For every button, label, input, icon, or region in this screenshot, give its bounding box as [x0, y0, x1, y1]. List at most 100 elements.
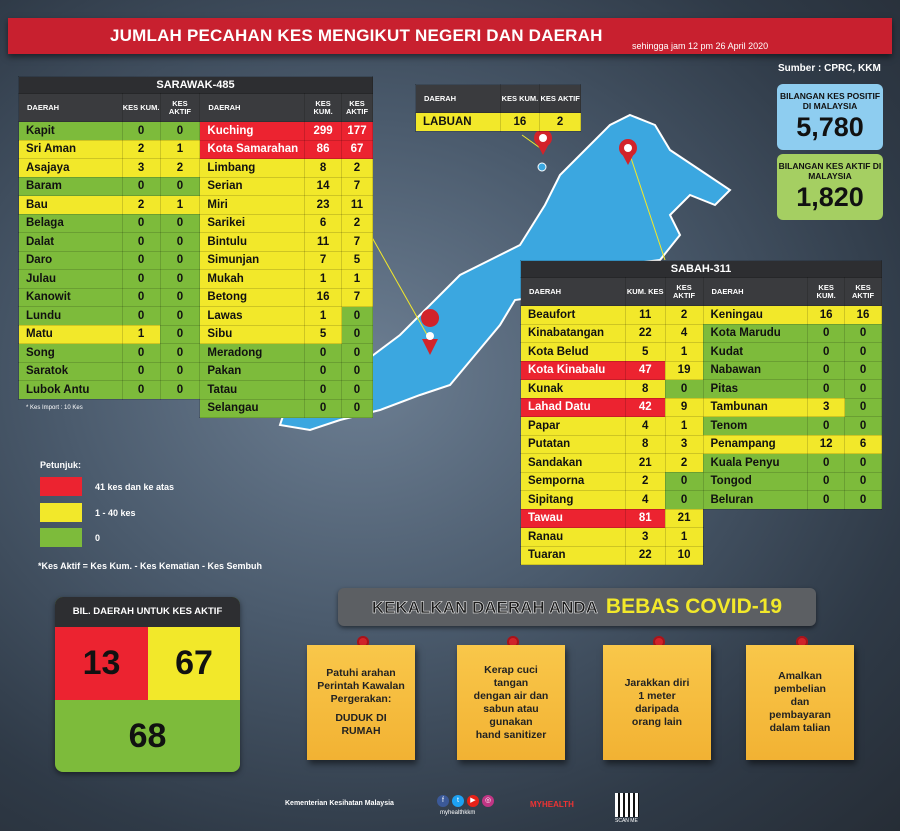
facebook-icon[interactable]: f	[437, 795, 449, 807]
cumulative-cases: 42	[624, 397, 666, 417]
active-cases: 0	[159, 287, 201, 307]
table-row: Putatan 8 3 Penampang 12 6	[520, 434, 882, 454]
legend-label-yellow: 1 - 40 kes	[95, 508, 136, 518]
tip-note: Kerap cuci tangan dengan air dan sabun atau…	[457, 645, 565, 760]
district-name: Papar	[520, 416, 626, 436]
active-cases: 1	[664, 342, 704, 362]
cumulative-cases: 0	[121, 380, 161, 400]
tip-line: Perintah Kawalan	[317, 680, 405, 692]
active-cases: 3	[664, 434, 704, 454]
cumulative-cases: 0	[807, 416, 846, 436]
column-header: KES AKTIF	[341, 93, 373, 122]
cumulative-cases: 0	[121, 213, 161, 233]
active-cases: 0	[159, 306, 201, 326]
cumulative-cases: 0	[121, 306, 161, 326]
twitter-icon[interactable]: t	[452, 795, 464, 807]
district-name: Belaga	[18, 213, 123, 233]
table-row: Lundu 0 0 Lawas 1 0	[18, 306, 373, 326]
table-row: Ranau 3 1	[520, 527, 882, 547]
table-row: Sri Aman 2 1 Kota Samarahan 86 67	[18, 139, 373, 159]
district-name: Kuala Penyu	[702, 453, 809, 473]
cumulative-cases: 0	[807, 342, 846, 362]
cumulative-cases: 11	[304, 232, 343, 252]
district-name: Miri	[199, 195, 306, 215]
table-row: Song 0 0 Meradong 0 0	[18, 343, 373, 363]
district-name: Ranau	[520, 527, 626, 547]
cumulative-cases: 8	[624, 434, 666, 454]
slogan-part1: KEKALKAN DAERAH ANDA	[371, 598, 599, 618]
title-banner	[8, 18, 892, 54]
youtube-icon[interactable]: ▶	[467, 795, 479, 807]
cumulative-cases: 0	[121, 343, 161, 363]
active-cases: 2	[664, 305, 704, 325]
tip-line: Amalkan	[778, 670, 822, 682]
cumulative-cases: 1	[304, 306, 343, 326]
district-name: Betong	[199, 287, 306, 307]
cumulative-cases: 2	[121, 139, 161, 159]
cumulative-cases: 5	[304, 324, 343, 344]
cumulative-cases: 21	[624, 453, 666, 473]
active-cases: 0	[159, 361, 201, 381]
column-header: DAERAH	[520, 277, 626, 306]
district-name: Kota Marudu	[702, 323, 809, 343]
qr-code[interactable]	[615, 793, 639, 817]
district-name: Lahad Datu	[520, 397, 626, 417]
labuan-island	[537, 162, 547, 172]
cumulative-cases: 23	[304, 195, 343, 215]
table-row: Sandakan 21 2 Kuala Penyu 0 0	[520, 453, 882, 473]
tip-line: Patuhi arahan	[326, 667, 396, 679]
district-name: Limbang	[199, 158, 306, 178]
cumulative-cases: 11	[624, 305, 666, 325]
myhealth-logo: MYHEALTH	[530, 800, 574, 809]
cumulative-cases: 2	[121, 195, 161, 215]
tip-line: Kerap cuci	[484, 663, 538, 676]
district-name: Daro	[18, 250, 123, 270]
active-cases: 0	[159, 269, 201, 289]
cumulative-cases: 0	[121, 287, 161, 307]
active-cases: 0	[159, 380, 201, 400]
table-row: Bau 2 1 Miri 23 11	[18, 195, 373, 215]
legend-swatch-red	[40, 477, 82, 496]
table-row: Kota Kinabalu 47 19 Nabawan 0 0	[520, 360, 882, 380]
cumulative-cases: 7	[304, 250, 343, 270]
legend-label-red: 41 kes dan ke atas	[95, 482, 175, 492]
district-count-red: 13	[55, 627, 148, 700]
active-cases-box: BILANGAN KES AKTIF DI MALAYSIA 1,820	[777, 154, 883, 220]
instagram-icon[interactable]: ◎	[482, 795, 494, 807]
table-row: Kanowit 0 0 Betong 16 7	[18, 287, 373, 307]
sarawak-table: SARAWAK-485 DAERAH KES KUM. KES AKTIF DAERAH…	[18, 76, 373, 418]
active-cases: 1	[159, 139, 201, 159]
district-name: Lundu	[18, 306, 123, 326]
active-cases: 0	[844, 416, 882, 436]
table-row: Asajaya 3 2 Limbang 8 2	[18, 158, 373, 178]
cumulative-cases: 8	[624, 379, 666, 399]
tip-note: Jarakkan diri 1 meter daripada orang lain	[603, 645, 711, 760]
cumulative-cases: 22	[624, 323, 666, 343]
cumulative-cases: 4	[624, 490, 666, 510]
district-name: Saratok	[18, 361, 123, 381]
cumulative-cases: 0	[807, 360, 846, 380]
cumulative-cases: 3	[121, 158, 161, 178]
table-row: Lahad Datu 42 9 Tambunan 3 0	[520, 397, 882, 417]
district-name: Pitas	[702, 379, 809, 399]
labuan-table: DAERAH KES KUM. KES AKTIF LABUAN 16 2	[415, 84, 581, 132]
table-row: Julau 0 0 Mukah 1 1	[18, 269, 373, 289]
active-cases: 0	[844, 342, 882, 362]
map-pin-icon	[534, 129, 552, 155]
cumulative-cases: 6	[304, 213, 343, 233]
column-header: KES AKTIF	[844, 277, 882, 306]
tip-line: dengan air dan	[473, 689, 549, 702]
active-cases: 0	[159, 121, 201, 141]
page-subtitle: sehingga jam 12 pm 26 April 2020	[632, 41, 769, 51]
active-cases: 0	[159, 213, 201, 233]
district-name: Mukah	[199, 269, 306, 289]
district-name: LABUAN	[415, 112, 501, 132]
cumulative-cases: 0	[304, 343, 343, 363]
active-cases: 9	[664, 397, 704, 417]
table-row: Tawau 81 21	[520, 508, 882, 528]
active-cases: 0	[341, 361, 373, 381]
cumulative-cases: 0	[304, 398, 343, 418]
district-name: Matu	[18, 324, 123, 344]
column-header: KES AKTIF	[664, 277, 704, 306]
table-row: Tuaran 22 10	[520, 545, 882, 565]
